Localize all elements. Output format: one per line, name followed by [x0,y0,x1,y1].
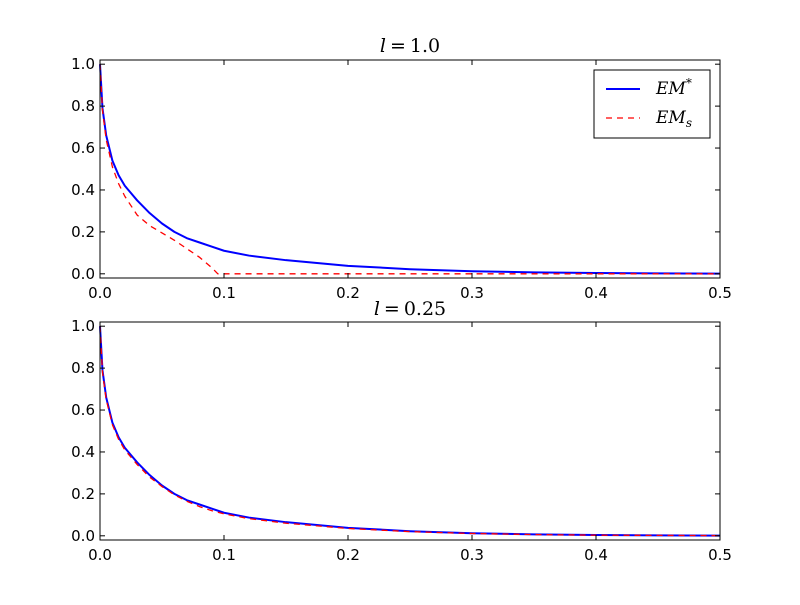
top-y-tick-label-0: 0.0 [71,265,95,283]
top-series-em-s-line [99,64,720,275]
bottom-y-tick-label-3: 0.6 [71,401,95,419]
bottom-y-tick-label-4: 0.8 [71,359,95,377]
top-y-tick-label-4: 0.8 [71,97,95,115]
bottom-x-tick-label-0: 0.0 [88,546,112,564]
bottom-panel-title-value: 0.25 [404,298,446,320]
top-panel-title-value: 1.0 [410,35,440,57]
top-x-tick-label-5: 0.5 [708,284,732,302]
top-series-em-star-line [99,64,721,275]
bottom-panel-title-eq: = [384,298,400,320]
bottom-panel-title: l = 0.25 [374,298,446,320]
top-y-tick-label-1: 0.2 [71,223,95,241]
top-x-tick-label-0: 0.0 [88,284,112,302]
top-x-tick-label-3: 0.3 [460,284,484,302]
legend-box [593,69,711,139]
bottom-x-tick-label-2: 0.2 [336,546,360,564]
top-panel-plot-area: 0.0 0.1 0.2 0.3 0.4 0.5 0.0 0.2 0.4 0.6 0.8 1.0 [71,55,732,302]
top-axes-frame [99,59,721,279]
legend-label-em-star-mark: * [686,76,692,90]
top-y-tick-label-5: 1.0 [71,55,95,73]
bottom-x-tick-label-4: 0.4 [584,546,608,564]
bottom-y-tick-label-5: 1.0 [71,317,95,335]
legend-label-em-s-mark: s [686,116,692,130]
bottom-panel-title-var: l [374,298,380,320]
legend-label-em-star: EM* [655,76,692,99]
legend-label-em-s-base: EM [655,108,686,128]
top-x-tick-label-2: 0.2 [336,284,360,302]
top-panel-legend: EM* EMs [593,69,711,139]
legend-label-em-s: EMs [655,108,692,130]
bottom-y-tick-label-2: 0.4 [71,443,95,461]
top-x-tick-label-1: 0.1 [212,284,236,302]
bottom-axes-frame [99,321,721,541]
bottom-panel-plot-area: 0.0 0.1 0.2 0.3 0.4 0.5 0.0 0.2 0.4 0.6 0.8 1.0 [71,317,732,564]
top-panel-title: l = 1.0 [380,35,440,57]
top-panel-title-var: l [380,35,386,57]
top-panel: l = 1.0 0.0 0.1 0.2 0.3 0.4 0.50.00.20.40.60.81… [71,35,732,302]
bottom-y-tick-label-0: 0.0 [71,527,95,545]
bottom-y-tick-label-1: 0.2 [71,485,95,503]
top-panel-title-eq: = [390,35,406,57]
top-y-tick-label-2: 0.4 [71,181,95,199]
bottom-panel: l = 0.25 0.0 0.1 0.2 0.3 0.4 0.5 0.0 0.2 0.4 0.6 0.8… [71,298,732,564]
legend-label-em-star-base: EM [655,79,686,99]
top-x-tick-label-4: 0.4 [584,284,608,302]
bottom-x-tick-label-5: 0.5 [708,546,732,564]
top-y-tick-label-3: 0.6 [71,139,95,157]
bottom-x-tick-label-1: 0.1 [212,546,236,564]
bottom-series-em-s-line [99,326,721,537]
bottom-x-tick-label-3: 0.3 [460,546,484,564]
